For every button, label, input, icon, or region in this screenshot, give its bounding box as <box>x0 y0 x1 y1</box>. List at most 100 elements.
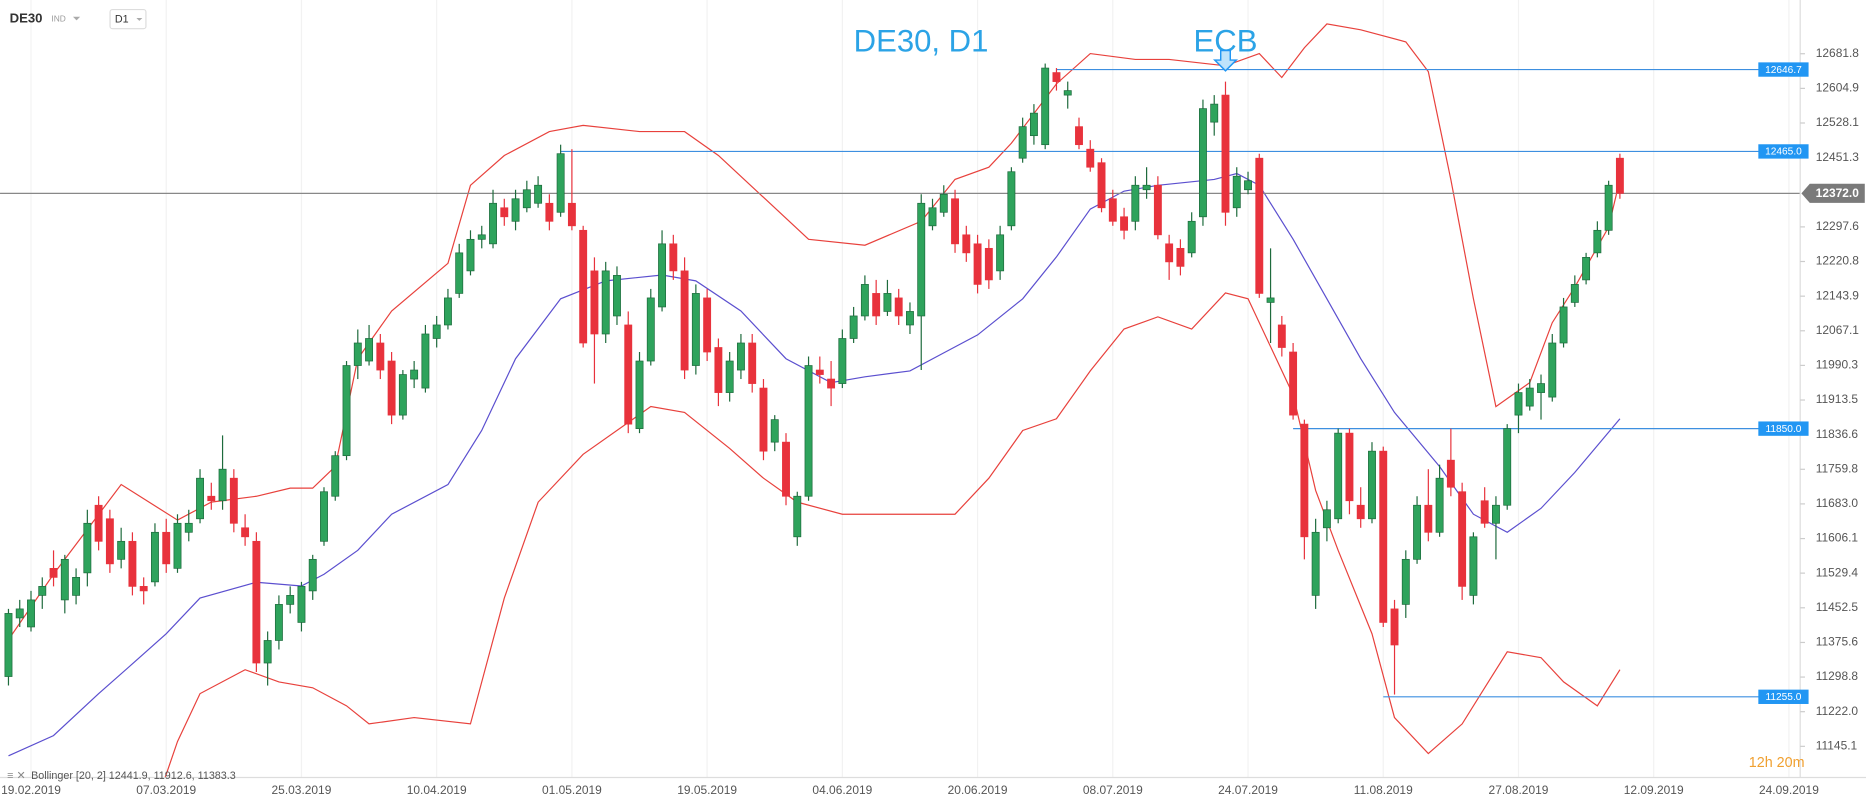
y-tick-label: 12143.9 <box>1816 288 1860 302</box>
bollinger-band <box>8 172 1621 757</box>
candle-body <box>691 293 700 366</box>
level-label: 11255.0 <box>1765 692 1801 703</box>
candle-body <box>567 202 576 227</box>
candle-body <box>511 198 520 222</box>
symbol-dropdown[interactable] <box>72 16 81 21</box>
candle-body <box>658 243 667 308</box>
candle-body <box>1334 432 1343 520</box>
symbol[interactable]: DE30 <box>10 11 43 26</box>
candle-body <box>1615 157 1624 194</box>
candle-body <box>455 252 464 294</box>
candle-body <box>1007 171 1016 227</box>
candle-body <box>1458 491 1467 587</box>
candle-body <box>556 153 565 213</box>
candle-body <box>1514 392 1523 416</box>
candle-body <box>906 311 914 326</box>
x-tick-label: 20.06.2019 <box>948 783 1008 797</box>
candle-body <box>1086 148 1095 168</box>
axes: 11145.1 11222.0 11298.8 11375.6 11452.5 11529… <box>1 23 1865 797</box>
timeframe-dropdown[interactable] <box>136 17 143 21</box>
timeframe-box[interactable] <box>109 8 147 30</box>
market: IND <box>51 13 65 23</box>
candle-body <box>1165 243 1174 263</box>
candle-body <box>1356 504 1365 520</box>
y-tick-label: 11990.3 <box>1816 358 1859 372</box>
y-tick-label: 11606.1 <box>1816 531 1859 545</box>
candle-body <box>1570 284 1579 303</box>
candle-body <box>849 315 858 339</box>
candle-body <box>105 518 114 565</box>
y-tick-label: 12681.8 <box>1816 46 1860 60</box>
candle-body <box>703 297 712 353</box>
candle-body <box>83 522 92 574</box>
candle-body <box>320 491 328 542</box>
candle-body <box>1041 67 1050 146</box>
candle-body <box>1604 184 1613 231</box>
candle-body <box>342 365 351 457</box>
x-tick-label: 04.06.2019 <box>812 783 872 797</box>
y-tick-label: 11759.8 <box>1816 461 1859 475</box>
candle-body <box>1379 450 1388 623</box>
x-tick-label: 10.04.2019 <box>407 783 467 797</box>
candle-body <box>1582 257 1591 281</box>
candle-body <box>1435 477 1444 533</box>
countdown: 12h 20m <box>1749 755 1805 771</box>
x-tick-label: 27.08.2019 <box>1489 783 1549 797</box>
candle-body <box>38 586 47 596</box>
candle-body <box>815 369 824 375</box>
candle-body <box>827 378 836 389</box>
candle-body <box>1120 216 1129 231</box>
grid <box>30 0 1790 778</box>
x-tick-label: 24.09.2019 <box>1759 783 1819 797</box>
candle-body <box>894 297 903 317</box>
timeframe[interactable]: D1 <box>115 14 129 26</box>
candle-body <box>646 297 655 362</box>
candle-body <box>522 189 531 209</box>
candle-body <box>928 207 937 227</box>
y-tick-label: 12297.6 <box>1816 219 1860 233</box>
candle-body <box>49 567 58 578</box>
candle-body <box>286 595 295 605</box>
indicator-icons[interactable]: ≡ ✕ <box>7 770 25 782</box>
candle-body <box>759 387 768 452</box>
bollinger-band <box>164 292 1621 778</box>
candle-body <box>297 586 306 623</box>
price-tag <box>1801 183 1865 203</box>
candle-body <box>736 342 745 371</box>
candle-body <box>252 540 261 664</box>
candle-body <box>1289 351 1298 416</box>
level-tag <box>1758 689 1809 704</box>
candle-body <box>139 586 148 592</box>
candle-body <box>1244 180 1252 191</box>
candle-body <box>804 365 813 497</box>
candle-body <box>1266 297 1275 303</box>
y-tick-label: 12604.9 <box>1816 81 1860 95</box>
candle-body <box>1345 432 1354 502</box>
candle-body <box>1503 428 1512 506</box>
candle-body <box>241 527 250 538</box>
candle-body <box>376 342 385 371</box>
candle-body <box>1255 157 1264 294</box>
candle-body <box>996 234 1005 272</box>
x-tick-label: 07.03.2019 <box>136 783 196 797</box>
candle-body <box>1277 324 1286 348</box>
candle-body <box>1232 175 1241 209</box>
level-tag <box>1758 62 1809 77</box>
candle-body <box>1018 126 1027 159</box>
candle-body <box>624 324 633 425</box>
y-tick-label: 11529.4 <box>1816 565 1859 579</box>
candle-body <box>162 531 171 565</box>
candle-body <box>770 419 779 443</box>
candle-body <box>590 270 599 335</box>
candle-body <box>1108 198 1117 222</box>
candle-body <box>1142 184 1151 191</box>
x-tick-label: 25.03.2019 <box>272 783 332 797</box>
candle-body <box>1480 500 1489 524</box>
candle-body <box>669 243 678 272</box>
candle-body <box>94 504 103 542</box>
candle-body <box>128 540 137 587</box>
y-tick-label: 11683.0 <box>1816 496 1859 510</box>
candle-body <box>714 347 723 393</box>
x-tick-label: 12.09.2019 <box>1624 783 1684 797</box>
